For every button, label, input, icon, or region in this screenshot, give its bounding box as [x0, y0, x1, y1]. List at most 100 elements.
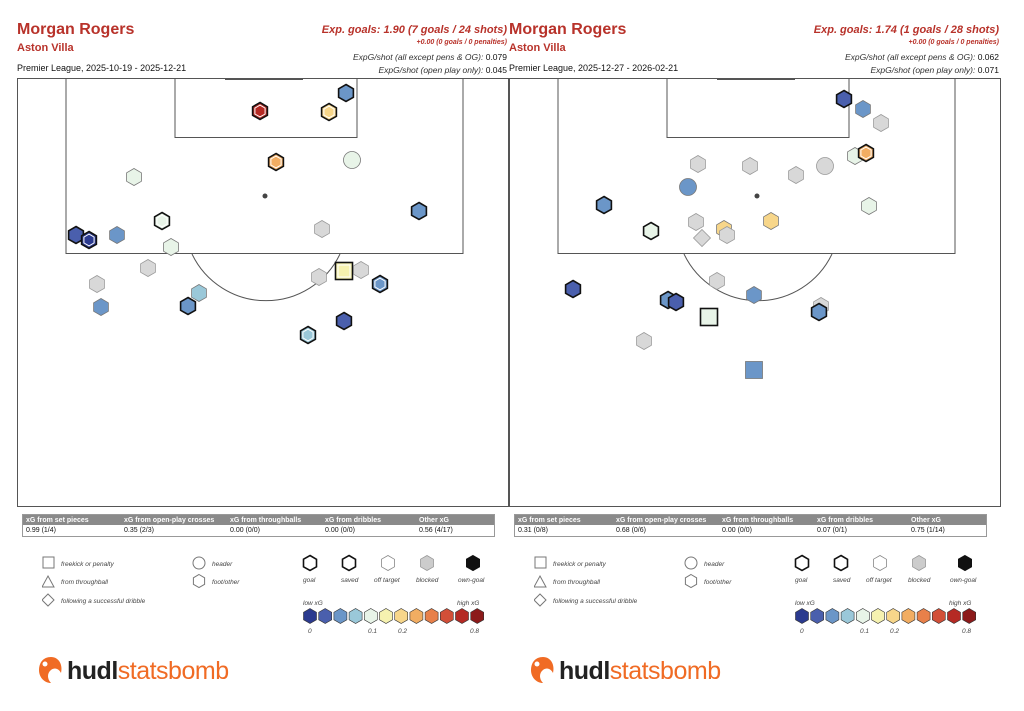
xg-scale-swatch: [962, 608, 977, 624]
shot-legend: freekick or penalty from throughball follo…: [42, 552, 492, 642]
shot-marker: [564, 279, 582, 299]
six-yard-box: [174, 78, 358, 138]
xg-table-cell: 0.00 (0/0): [722, 527, 752, 534]
statsbomb-mark-icon: [39, 657, 62, 683]
hudl-statsbomb-logo: hudlstatsbomb: [37, 655, 229, 690]
xg-per-shot-open-play-value: 0.045: [485, 65, 507, 75]
xg-table-cell: 0.35 (2/3): [124, 527, 154, 534]
diamond-icon: [534, 593, 547, 607]
competition-dates: Premier League, 2025-10-19 - 2025-12-21: [17, 63, 187, 73]
xg-table-header-cell: xG from throughballs: [230, 516, 302, 524]
circle-icon: [192, 556, 206, 570]
xg-per-shot-all-value: 0.079: [485, 52, 507, 62]
shot-marker-goal-ring: [302, 328, 314, 342]
shot-marker: [337, 83, 355, 103]
shot-marker: [179, 296, 197, 316]
expected-goals-summary: Exp. goals: 1.90 (7 goals / 24 shots): [321, 24, 507, 36]
legend-foot-label: foot/other: [704, 579, 732, 586]
xg-scale-swatch: [409, 608, 424, 624]
xg-per-shot-open-play-label: ExpG/shot (open play only):: [870, 65, 976, 75]
shot-marker: [89, 275, 105, 293]
xg-table-header: xG from set pieces xG from open-play cro…: [515, 515, 986, 525]
shot-marker: [334, 261, 354, 281]
xg-per-shot-all: ExpG/shot (all except pens & OG): 0.079: [353, 52, 507, 62]
xg-per-shot-all-label: ExpG/shot (all except pens & OG):: [844, 52, 976, 62]
own-goal-outcome-icon: [466, 554, 480, 572]
legend-off-target-label: off target: [374, 577, 401, 584]
xg-table-cell: 0.68 (0/6): [616, 527, 646, 534]
xg-table-row: 0.99 (1/4) 0.35 (2/3) 0.00 (0/0) 0.00 (0…: [23, 525, 494, 536]
xg-scale-swatch: [947, 608, 961, 624]
xg-table-header: xG from set pieces xG from open-play cro…: [23, 515, 494, 525]
shot-marker: [746, 286, 762, 304]
xg-per-shot-all: ExpG/shot (all except pens & OG): 0.062: [845, 52, 999, 62]
pitch-boundary: [17, 78, 509, 507]
xg-scale-tick-label: 0.8: [962, 628, 971, 635]
logo-wordmark-statsbomb: statsbomb: [117, 657, 229, 685]
shot-marker: [109, 226, 125, 244]
xg-per-shot-all-label: ExpG/shot (all except pens & OG):: [352, 52, 484, 62]
six-yard-box: [666, 78, 850, 138]
xg-scale-swatch: [348, 608, 363, 624]
xg-per-shot-all-value: 0.062: [977, 52, 999, 62]
shot-marker: [745, 361, 763, 379]
shot-marker: [788, 166, 804, 184]
xg-table-cell: 0.31 (0/8): [518, 527, 548, 534]
shot-marker: [163, 238, 179, 256]
xg-scale-swatch: [363, 608, 378, 624]
logo-wordmark-hudl: hudl: [67, 657, 118, 685]
shot-marker: [126, 168, 142, 186]
legend-blocked-label: blocked: [908, 577, 931, 584]
penalty-spot: [754, 193, 760, 199]
legend-freekick-label: freekick or penalty: [553, 561, 606, 568]
square-icon: [534, 556, 547, 569]
shot-marker: [343, 151, 361, 169]
shot-marker: [335, 311, 353, 331]
legend-foot-label: foot/other: [212, 579, 240, 586]
xg-scale-tick-label: 0: [308, 628, 312, 635]
shot-marker: [314, 220, 330, 238]
xg-scale-swatch: [840, 608, 855, 624]
saved-outcome-icon: [341, 554, 357, 572]
xg-scale-swatch: [333, 608, 348, 624]
xg-table-cell: 0.00 (0/0): [230, 527, 260, 534]
xg-table-header-cell: xG from dribbles: [325, 516, 382, 524]
off-target-outcome-icon: [381, 555, 395, 571]
xg-table-cell: 0.99 (1/4): [26, 527, 56, 534]
diamond-icon: [42, 593, 55, 607]
shot-marker: [692, 228, 712, 248]
legend-dribble-label: following a successful dribble: [61, 598, 146, 605]
shot-marker: [709, 272, 725, 290]
hexagon-icon: [192, 573, 206, 589]
xg-table-header-cell: xG from open-play crosses: [616, 516, 707, 524]
shotmap-panel-left: Morgan Rogers Aston Villa Premier League…: [17, 0, 509, 711]
off-target-outcome-icon: [873, 555, 887, 571]
xg-scale-swatch: [394, 608, 409, 624]
shot-marker: [636, 332, 652, 350]
shot-marker: [688, 213, 704, 231]
shot-marker: [191, 284, 207, 302]
shot-marker: [667, 292, 685, 312]
xg-scale-swatch: [901, 608, 916, 624]
goal-outcome-icon: [302, 554, 318, 572]
shot-marker: [679, 178, 697, 196]
shot-marker-goal-ring: [270, 155, 282, 169]
expected-goals-summary: Exp. goals: 1.74 (1 goals / 28 shots): [813, 24, 999, 36]
legend-off-target-label: off target: [866, 577, 893, 584]
logo-wordmark-statsbomb: statsbomb: [609, 657, 721, 685]
penalty-summary: +0.00 (0 goals / 0 penalties): [416, 39, 507, 46]
legend-low-xg-label: low xG: [795, 600, 815, 607]
xg-scale-tick-label: 0.1: [368, 628, 377, 635]
shot-marker: [699, 307, 719, 327]
shot-marker: [742, 157, 758, 175]
xg-scale-swatch: [931, 608, 946, 624]
legend-saved-label: saved: [833, 577, 851, 584]
penalty-spot: [262, 193, 268, 199]
own-goal-outcome-icon: [958, 554, 972, 572]
xg-per-shot-open-play: ExpG/shot (open play only): 0.045: [378, 65, 507, 75]
shot-marker: [311, 268, 327, 286]
triangle-icon: [42, 574, 55, 588]
shot-marker: [861, 197, 877, 215]
team-name: Aston Villa: [17, 42, 74, 54]
xg-scale-tick-label: 0.8: [470, 628, 479, 635]
